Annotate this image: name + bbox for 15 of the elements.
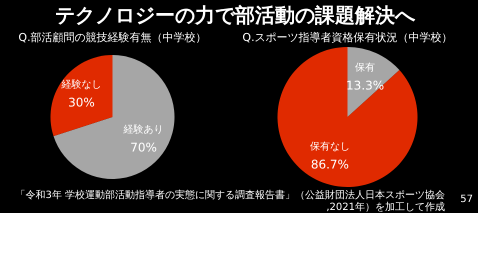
chart-title: Q.スポーツ指導者資格保有状況（中学校） [242,31,453,44]
data-label: 86.7% [310,158,349,172]
pie-slice [50,55,112,136]
slice-label: 保有なし [310,140,350,153]
pie-slice [278,47,418,187]
text: テクノロジーの力で部活動の課題解決へ [55,3,416,27]
data-label: 30% [68,95,95,110]
text: 「令和3年 学校運動部活動指導者の実態に関する調査報告書」（公益財団法人日本スポーツ協会,2021年）を加工して作成 [15,189,445,213]
chart-title: Q.部活顧問の競技経験有無（中学校） [18,31,207,44]
pie-slice [54,55,174,179]
slice-label: 経験あり [122,124,164,136]
slice-label: 経験なし [60,78,102,90]
text: 57 [460,194,473,205]
slice-label: 保有 [355,61,376,74]
data-label: 70% [130,140,157,155]
